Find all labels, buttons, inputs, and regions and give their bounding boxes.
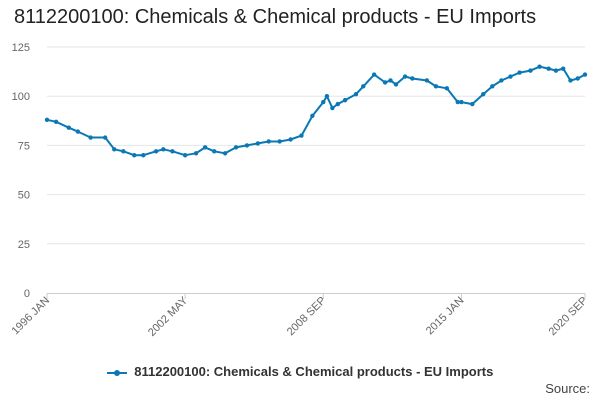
data-point[interactable] [75,129,81,134]
data-point[interactable] [517,70,522,75]
data-point[interactable] [44,117,50,123]
data-point[interactable] [410,76,415,81]
data-point[interactable] [371,72,377,77]
data-point[interactable] [153,149,159,154]
data-point[interactable] [244,143,250,148]
y-tick-label: 50 [18,190,30,202]
data-point[interactable] [508,74,513,79]
data-point[interactable] [121,149,126,154]
data-point[interactable] [324,94,330,99]
data-point[interactable] [393,82,399,87]
data-point[interactable] [102,135,108,140]
data-point[interactable] [66,125,72,130]
series-line [46,65,586,157]
data-point[interactable] [470,101,475,107]
x-tick-label: 2015 JAN [424,295,467,338]
data-point[interactable] [182,153,188,158]
data-point[interactable] [170,149,175,154]
data-point[interactable] [321,99,326,105]
data-point[interactable] [490,84,495,89]
data-point[interactable] [161,147,166,152]
data-point[interactable] [568,78,573,83]
data-point[interactable] [444,86,450,91]
data-point[interactable] [402,74,408,79]
data-point[interactable] [335,101,341,107]
data-point[interactable] [233,145,239,150]
data-point[interactable] [388,78,393,83]
y-tick-label: 125 [12,42,30,54]
data-point[interactable] [222,151,228,156]
data-point[interactable] [212,149,217,154]
x-tick-label: 1996 JAN [9,295,52,338]
data-point[interactable] [528,68,533,73]
data-point[interactable] [277,139,282,144]
grid-lines [47,46,585,245]
data-point[interactable] [537,64,542,69]
data-point[interactable] [424,78,430,83]
data-point[interactable] [299,133,304,138]
data-point[interactable] [382,80,388,85]
data-point[interactable] [112,147,117,152]
x-tick-label: 2020 SEP [547,295,591,339]
legend-label: 8112200100: Chemicals & Chemical product… [134,364,494,379]
x-tick-label: 2008 SEP [285,295,329,339]
data-point[interactable] [266,139,271,144]
data-point[interactable] [361,84,366,89]
data-point[interactable] [310,113,315,119]
data-point[interactable] [88,135,93,140]
data-point[interactable] [553,68,559,73]
data-point[interactable] [132,153,137,158]
data-point[interactable] [481,92,486,97]
y-tick-label: 0 [24,288,30,300]
data-point[interactable] [53,119,59,124]
data-point[interactable] [499,78,504,83]
chart-title: 8112200100: Chemicals & Chemical product… [14,6,537,28]
data-point[interactable] [342,97,348,103]
data-point[interactable] [141,153,146,158]
data-point[interactable] [575,76,580,81]
data-point[interactable] [288,137,293,142]
source-label[interactable]: Source: [545,381,590,396]
y-tick-label: 100 [12,91,30,103]
data-point[interactable] [330,105,335,111]
y-tick-label: 75 [18,140,30,152]
data-point[interactable] [459,99,464,105]
x-axis: 1996 JAN 2002 MAY 2008 SEP 2015 JAN 2020 SEP [9,293,590,339]
data-point[interactable] [582,72,588,77]
data-point[interactable] [193,151,199,156]
x-tick-label: 2002 MAY [146,294,191,339]
legend-swatch [106,368,127,378]
y-axis: 0 25 50 75 100 125 [12,42,30,300]
data-point[interactable] [202,145,208,150]
data-point[interactable] [546,66,551,71]
legend[interactable]: 8112200100: Chemicals & Chemical product… [0,364,600,379]
data-point[interactable] [255,141,261,146]
data-point[interactable] [433,84,439,89]
data-point[interactable] [455,99,460,105]
data-point[interactable] [560,66,566,71]
y-tick-label: 25 [18,239,30,251]
data-point[interactable] [353,92,359,97]
series-points [44,64,588,158]
